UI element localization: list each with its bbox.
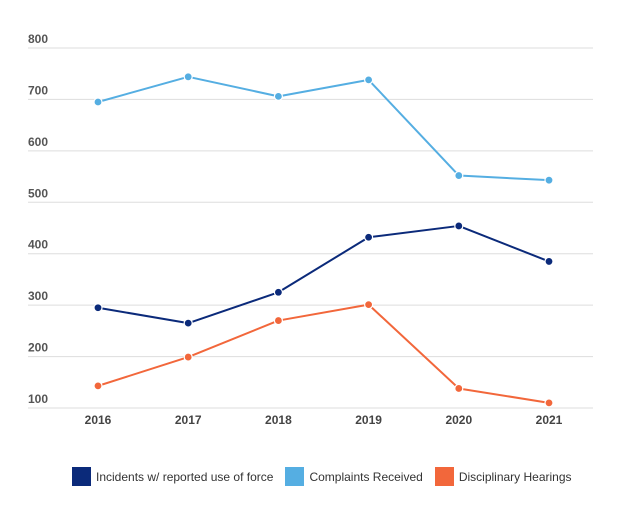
y-tick-label: 800 <box>28 32 48 46</box>
legend: Incidents w/ reported use of force Compl… <box>72 467 584 486</box>
x-axis-ticks: 2016 2017 2018 2019 2020 2021 <box>85 413 563 427</box>
series-line-2 <box>97 303 550 404</box>
x-tick-label: 2020 <box>445 413 472 427</box>
data-point <box>273 315 283 326</box>
y-tick-label: 400 <box>28 238 48 252</box>
series-0 <box>93 221 554 328</box>
data-point <box>93 97 103 107</box>
data-point <box>183 318 193 328</box>
x-tick-label: 2016 <box>85 413 112 427</box>
series-1 <box>93 72 554 185</box>
data-point <box>183 72 193 82</box>
data-point <box>544 175 554 185</box>
legend-swatch-incidents <box>72 467 91 486</box>
data-point <box>364 300 374 310</box>
data-point <box>544 256 554 267</box>
y-tick-label: 700 <box>28 83 48 97</box>
series-lines <box>93 72 554 408</box>
data-point <box>183 352 193 362</box>
legend-item-incidents: Incidents w/ reported use of force <box>72 467 273 486</box>
data-point <box>454 170 464 181</box>
x-tick-label: 2017 <box>175 413 202 427</box>
data-point <box>454 383 464 394</box>
data-point <box>273 91 283 101</box>
x-tick-label: 2018 <box>265 413 292 427</box>
data-point <box>93 381 103 391</box>
y-tick-label: 200 <box>28 341 48 355</box>
data-point <box>93 303 103 313</box>
legend-label-hearings: Disciplinary Hearings <box>458 469 572 484</box>
legend-swatch-hearings <box>434 467 454 486</box>
x-tick-label: 2021 <box>536 413 563 427</box>
y-tick-label: 600 <box>28 135 48 149</box>
gridlines <box>28 47 593 409</box>
legend-label-incidents: Incidents w/ reported use of force <box>96 469 274 484</box>
data-point <box>364 232 374 242</box>
data-point <box>454 221 464 231</box>
y-tick-label: 300 <box>28 289 48 303</box>
data-point <box>364 75 374 85</box>
y-tick-label: 100 <box>28 392 48 406</box>
series-line-1 <box>97 75 550 182</box>
legend-label-complaints: Complaints Received <box>309 469 423 484</box>
y-tick-label: 500 <box>28 186 48 200</box>
series-line-0 <box>97 224 550 325</box>
data-point <box>544 398 554 408</box>
legend-item-complaints: Complaints Received <box>285 467 423 486</box>
series-2 <box>93 300 554 408</box>
data-point <box>273 287 283 297</box>
legend-swatch-complaints <box>285 467 305 486</box>
legend-item-hearings: Disciplinary Hearings <box>434 467 572 486</box>
y-axis-ticks: 800 700 600 500 400 300 200 100 <box>28 32 48 406</box>
x-tick-label: 2019 <box>355 413 382 427</box>
